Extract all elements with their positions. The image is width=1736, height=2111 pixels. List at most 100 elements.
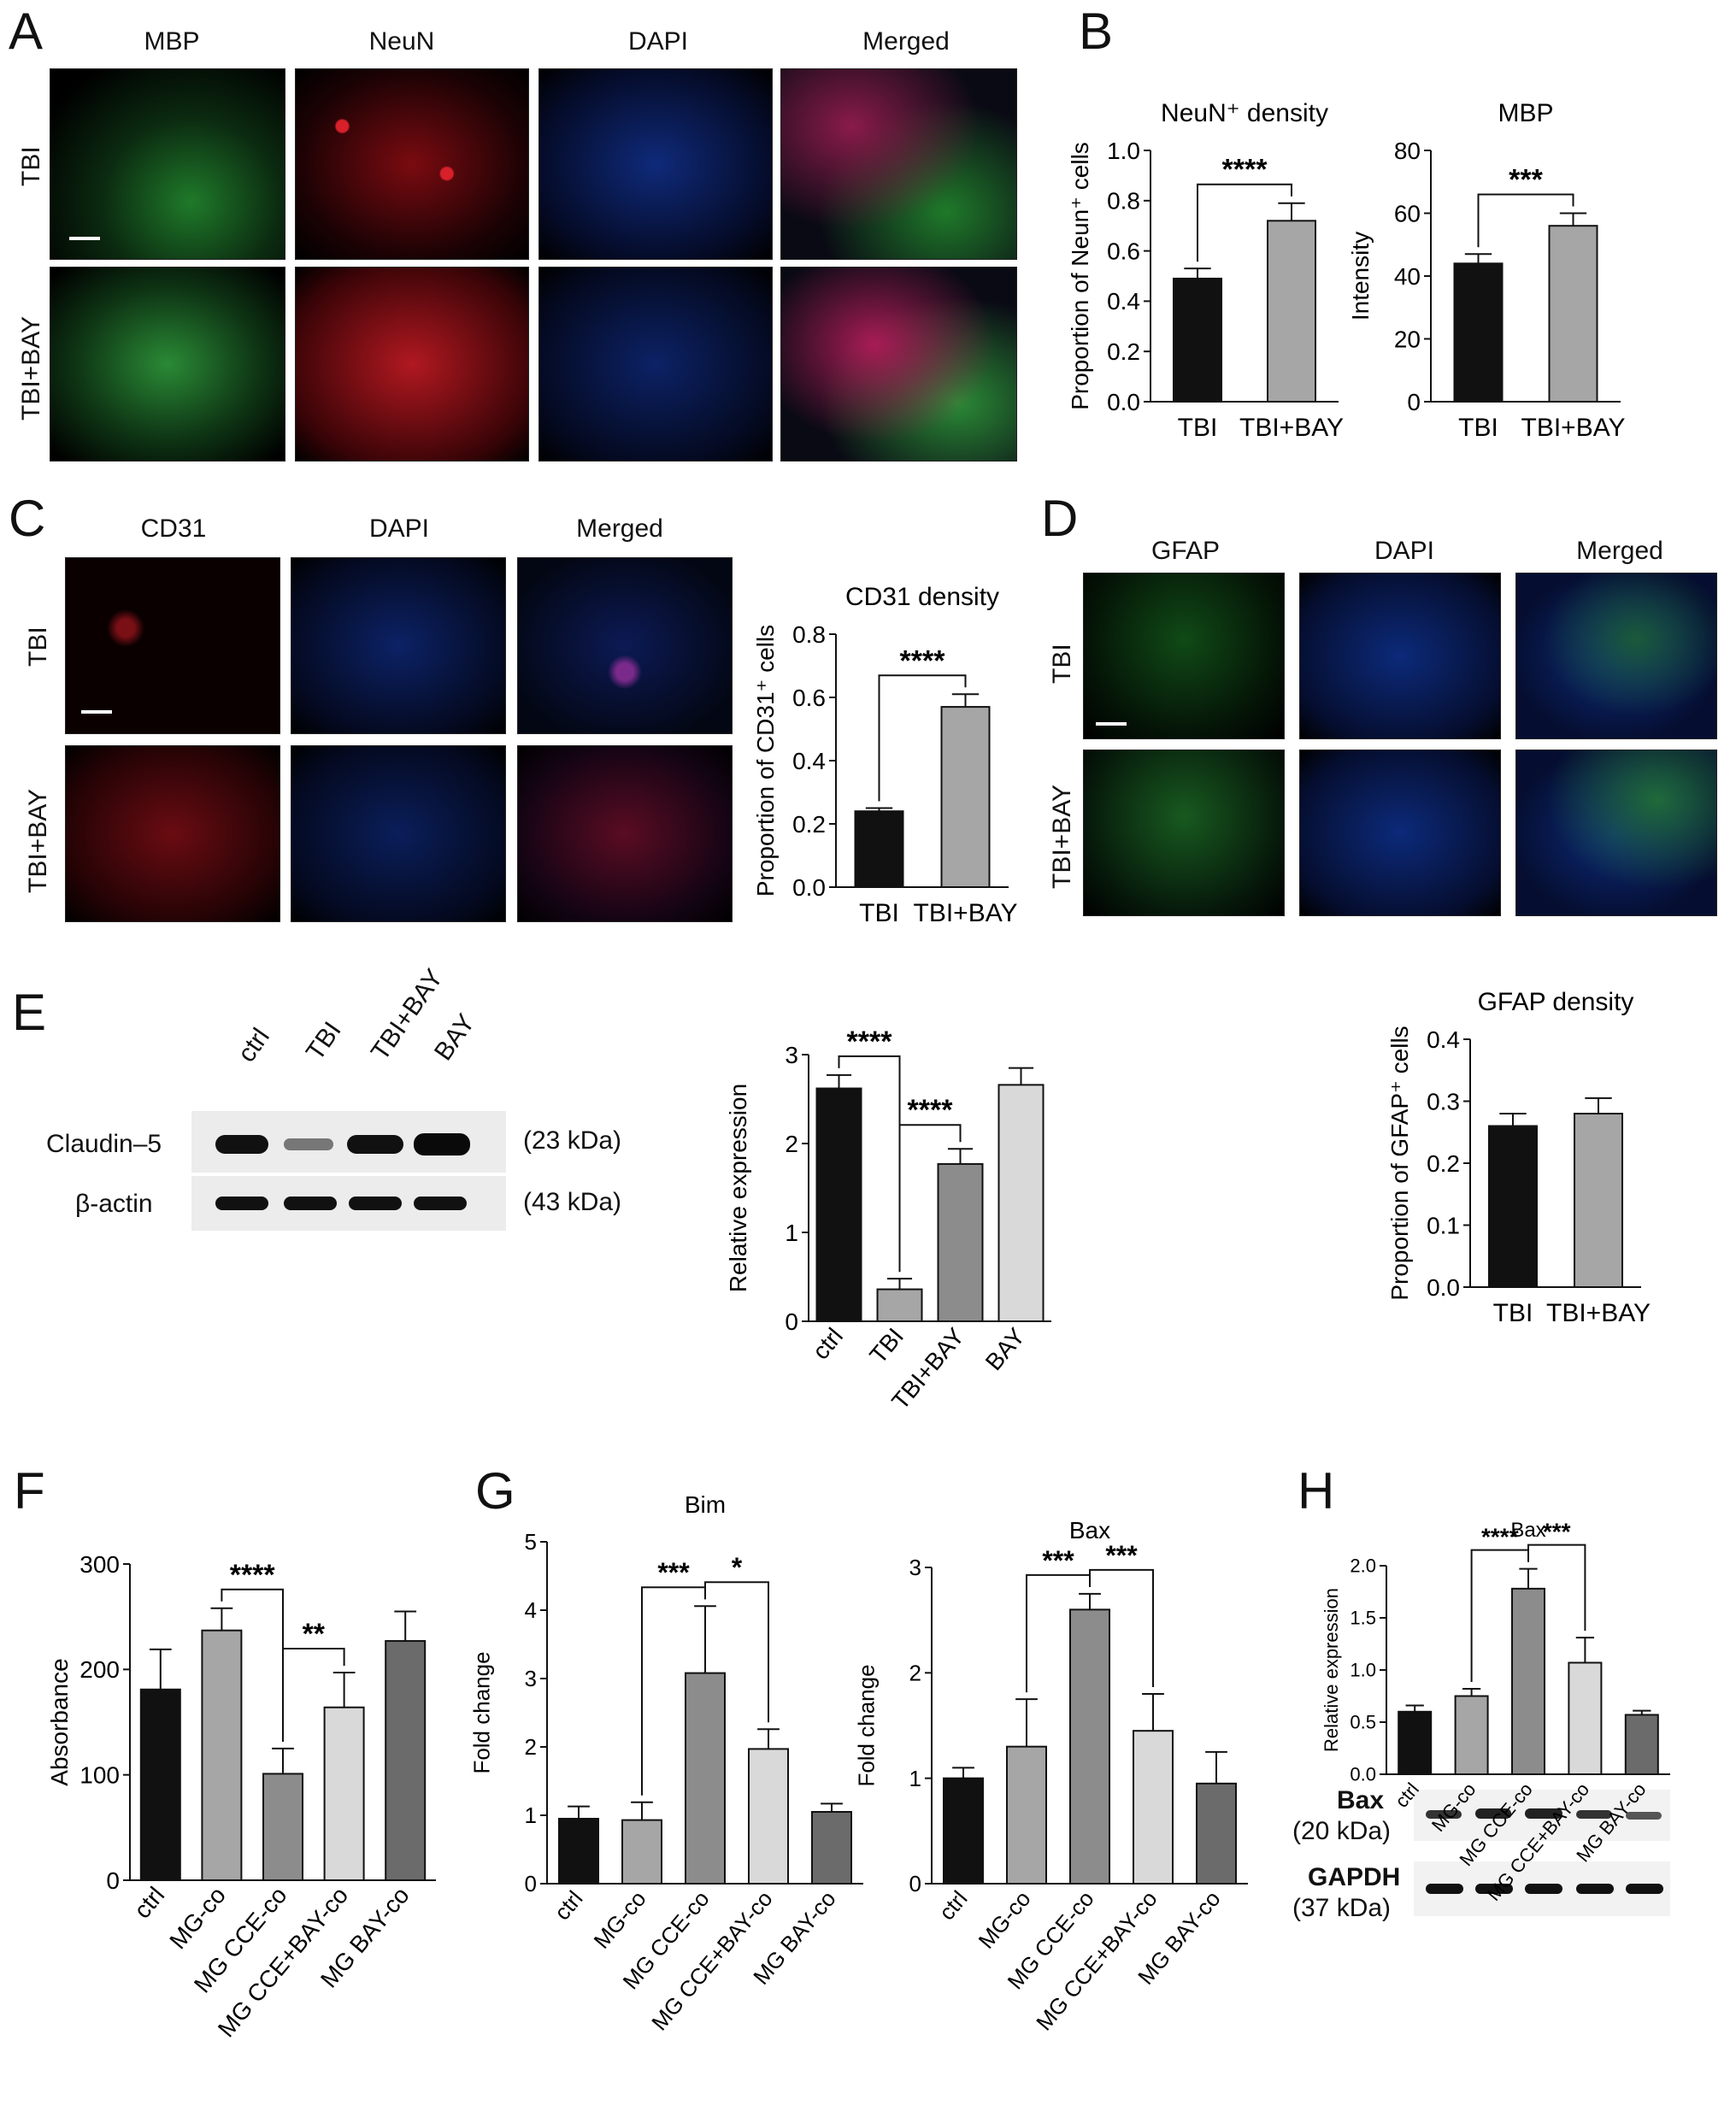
y-tick-label: 3 (525, 1666, 537, 1691)
significance-label: ** (303, 1618, 326, 1650)
y-tick-label: 100 (79, 1761, 120, 1788)
y-tick-label: 0.6 (1107, 238, 1140, 264)
bar (1267, 220, 1316, 403)
y-tick-label: 0.2 (1427, 1150, 1460, 1177)
y-tick-label: 1.0 (1350, 1660, 1376, 1681)
y-tick-label: 4 (525, 1597, 537, 1623)
panel-d-col-gfap: GFAP (1150, 537, 1221, 565)
y-tick-label: 40 (1394, 263, 1421, 290)
gfap-image-tbi (1083, 573, 1285, 739)
panel-label-g: G (475, 1462, 515, 1520)
blot-band (1576, 1884, 1614, 1894)
significance-label: **** (908, 1094, 954, 1126)
cd31-image-tbi (65, 557, 280, 734)
gfap-image-tbi-bay (1083, 750, 1285, 916)
bar (1453, 262, 1504, 403)
bar (876, 1288, 923, 1323)
bar (940, 706, 991, 888)
panel-label-f: F (14, 1462, 45, 1520)
neun-image-tbi-bay (295, 267, 529, 462)
x-tick-label: ctrl (933, 1886, 972, 1926)
y-axis-label: Relative expression (1321, 1588, 1342, 1752)
significance-label: **** (230, 1559, 276, 1591)
panel-c-col-dapi: DAPI (368, 515, 430, 543)
bar (1624, 1714, 1659, 1775)
significance-label: *** (1543, 1519, 1571, 1545)
cd31-image-tbi-bay (65, 745, 280, 922)
blot-band-name: Claudin–5 (46, 1130, 162, 1158)
bar (1511, 1587, 1545, 1775)
x-tick-label: TBI+BAY (1239, 414, 1344, 442)
y-tick-label: 1.5 (1350, 1608, 1376, 1629)
bar (1133, 1730, 1174, 1885)
dapi-image-d-tbi-bay (1299, 750, 1501, 916)
neun-image-tbi (295, 68, 529, 260)
blot-band-size: (37 kDa) (1292, 1894, 1392, 1922)
y-tick-label: 2.0 (1350, 1555, 1376, 1577)
chart-title: Bax (1069, 1517, 1110, 1544)
chart-title: NeuN⁺ density (1161, 99, 1328, 127)
y-tick-label: 0 (1407, 389, 1421, 415)
significance-bracket (1197, 183, 1292, 262)
x-tick-label: BAY (980, 1323, 1031, 1376)
y-tick-label: 0.0 (1350, 1764, 1376, 1785)
y-tick-label: 0.3 (1427, 1088, 1460, 1114)
significance-bracket (1527, 1544, 1586, 1632)
y-axis-label: Fold change (853, 1664, 879, 1786)
significance-label: **** (1222, 154, 1268, 186)
bar (748, 1748, 789, 1885)
merged-image-c-tbi-bay (517, 745, 733, 922)
panel-label-a: A (9, 3, 44, 60)
y-tick-label: 3 (909, 1555, 921, 1580)
bar (558, 1818, 599, 1885)
bar (1568, 1661, 1603, 1775)
y-tick-label: 0.0 (1427, 1274, 1460, 1301)
y-axis-label: Fold change (468, 1651, 494, 1773)
x-tick-label: TBI+BAY (1546, 1299, 1651, 1327)
panel-label-d: D (1041, 490, 1079, 547)
y-axis-label: Absorbance (46, 1658, 73, 1785)
blot-band (1475, 1808, 1511, 1819)
x-tick-label: TBI (1493, 1299, 1533, 1327)
blot-band (284, 1197, 337, 1210)
bar (201, 1629, 243, 1881)
panel-label-h: H (1298, 1462, 1335, 1520)
mbp-image-tbi (50, 68, 285, 260)
blot-band-name: Bax (1337, 1786, 1385, 1814)
significance-bracket (898, 1124, 962, 1273)
y-tick-label: 20 (1394, 326, 1421, 352)
merged-image-tbi (780, 68, 1017, 260)
y-axis-label: Relative expression (725, 1084, 751, 1292)
blot-band (349, 1197, 402, 1210)
x-tick-label: TBI+BAY (914, 899, 1018, 927)
x-tick-label: TBI (859, 899, 899, 927)
y-tick-label: 2 (785, 1131, 798, 1157)
bar (1548, 225, 1598, 403)
y-tick-label: 0.0 (1107, 389, 1140, 415)
y-tick-label: 1 (785, 1220, 798, 1246)
bar (854, 810, 904, 889)
y-tick-label: 0 (106, 1867, 120, 1894)
blot-band (1626, 1812, 1662, 1820)
x-tick-label: MG CCE+BAY-co (1483, 1779, 1594, 1905)
dapi-image-tbi (538, 68, 773, 260)
y-axis-label: Proportion of CD31⁺ cells (752, 625, 779, 897)
bar (1398, 1710, 1433, 1776)
bar (1196, 1782, 1237, 1885)
significance-bracket (282, 1648, 345, 1742)
y-tick-label: 1 (525, 1802, 537, 1828)
y-tick-label: 2 (909, 1660, 921, 1685)
y-tick-label: 0.4 (792, 748, 826, 774)
y-tick-label: 200 (79, 1656, 120, 1683)
y-tick-label: 0.8 (1107, 188, 1140, 215)
bar (937, 1162, 984, 1323)
y-axis-label: Proportion of GFAP⁺ cells (1386, 1026, 1413, 1300)
dapi-image-c-tbi-bay (291, 745, 506, 922)
x-tick-label: ctrl (129, 1882, 170, 1924)
dapi-image-c-tbi (291, 557, 506, 734)
x-tick-label: TBI (864, 1323, 909, 1368)
significance-label: * (732, 1552, 743, 1583)
blot-image-claudin5 (191, 1111, 506, 1173)
merged-image-tbi-bay (780, 267, 1017, 462)
y-tick-label: 1 (909, 1766, 921, 1791)
